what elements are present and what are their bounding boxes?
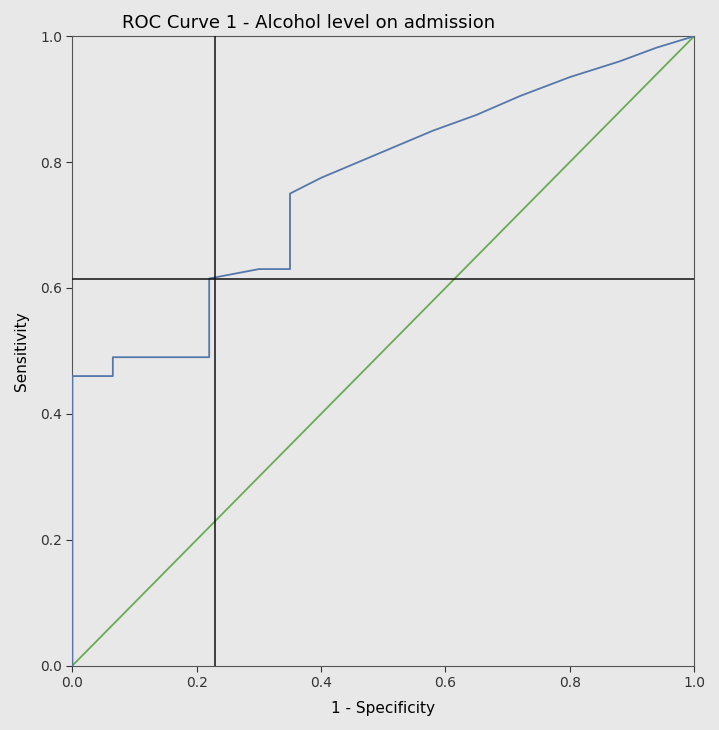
Text: ROC Curve 1 - Alcohol level on admission: ROC Curve 1 - Alcohol level on admission — [122, 14, 495, 32]
Y-axis label: Sensitivity: Sensitivity — [14, 311, 29, 391]
X-axis label: 1 - Specificity: 1 - Specificity — [331, 701, 435, 716]
